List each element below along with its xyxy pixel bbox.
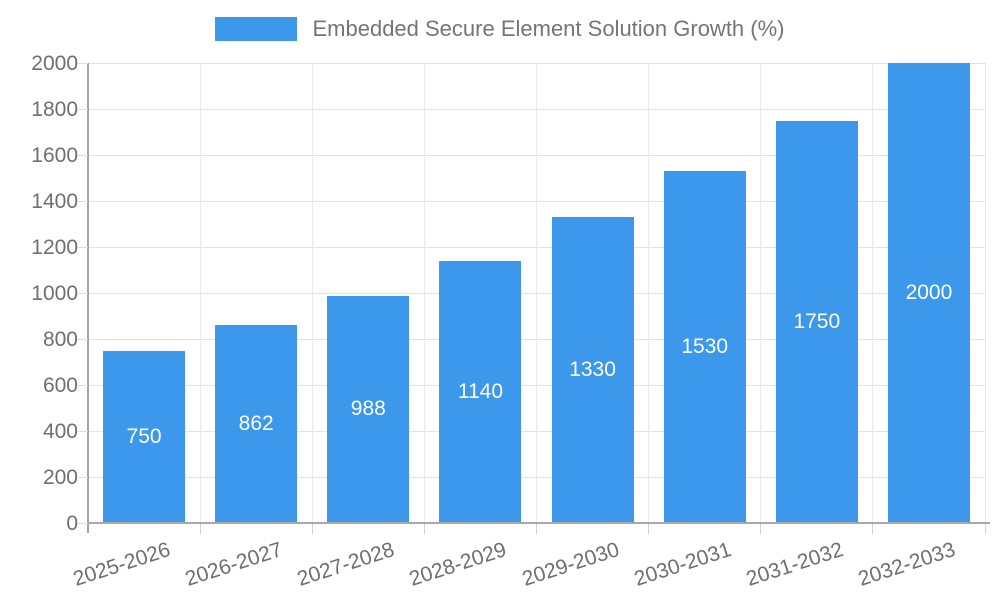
- bar-value-label: 1140: [457, 379, 504, 403]
- y-axis-tick-label: 1800: [31, 97, 78, 121]
- vertical-gridline: [872, 63, 874, 523]
- y-axis-tick-label: 1400: [31, 189, 78, 213]
- legend-item[interactable]: Embedded Secure Element Solution Growth …: [215, 16, 785, 42]
- y-tick-mark: [78, 62, 88, 64]
- x-axis-tick-label: 2025-2026: [70, 538, 174, 591]
- y-tick-mark: [78, 476, 88, 478]
- y-tick-mark: [78, 292, 88, 294]
- x-tick-mark: [199, 524, 201, 534]
- y-tick-mark: [78, 384, 88, 386]
- y-tick-mark: [78, 200, 88, 202]
- x-tick-mark: [536, 524, 537, 534]
- x-tick-mark: [760, 524, 762, 534]
- y-axis-line: [87, 63, 89, 533]
- y-tick-mark: [78, 522, 88, 524]
- bar-2030-2031: 1530: [663, 171, 746, 523]
- y-axis-tick-label: 400: [42, 419, 78, 443]
- bar-2031-2032: 1750: [775, 120, 858, 523]
- y-tick-mark: [78, 430, 88, 432]
- y-axis-tick-label: 2000: [31, 51, 78, 75]
- plot-area: 750 862 988 1140 1330 1530 1750 2000: [88, 62, 986, 523]
- x-axis-tick-label: 2026-2027: [182, 538, 286, 591]
- y-axis-tick-label: 1600: [31, 143, 78, 167]
- x-tick-mark: [984, 524, 986, 534]
- x-axis-tick-label: 2030-2031: [631, 538, 734, 591]
- bar-2027-2028: 988: [327, 295, 410, 523]
- x-axis-tick-label: 2029-2030: [519, 538, 622, 591]
- x-axis-tick-label: 2032-2033: [855, 538, 959, 591]
- legend-swatch: [215, 17, 298, 41]
- y-tick-mark: [78, 154, 88, 156]
- y-tick-mark: [78, 246, 88, 248]
- bar-value-label: 862: [238, 411, 274, 435]
- y-axis-tick-label: 200: [42, 465, 78, 489]
- bar-2025-2026: 750: [103, 350, 186, 523]
- vertical-gridline: [984, 63, 986, 523]
- bar-value-label: 988: [350, 397, 386, 421]
- y-tick-mark: [78, 338, 88, 340]
- vertical-gridline: [760, 63, 762, 523]
- x-tick-mark: [648, 524, 650, 534]
- vertical-gridline: [536, 63, 537, 523]
- bar-value-label: 750: [126, 424, 162, 448]
- y-axis-tick-label: 800: [42, 327, 78, 351]
- y-axis-tick-label: 600: [42, 373, 78, 397]
- bar-value-label: 2000: [905, 281, 953, 304]
- bar-value-label: 1330: [569, 358, 616, 382]
- vertical-gridline: [199, 63, 201, 523]
- y-axis-tick-label: 1000: [31, 281, 78, 305]
- x-axis-line: [88, 522, 990, 524]
- bar-2028-2029: 1140: [439, 260, 522, 523]
- vertical-gridline: [423, 63, 425, 523]
- legend-label: Embedded Secure Element Solution Growth …: [312, 16, 785, 41]
- bar-2029-2030: 1330: [551, 217, 634, 523]
- bar-value-label: 1530: [681, 335, 729, 359]
- x-axis-tick-label: 2031-2032: [743, 538, 846, 591]
- y-axis-tick-label: 0: [66, 511, 78, 535]
- bar-2032-2033: 2000: [887, 63, 970, 523]
- legend: Embedded Secure Element Solution Growth …: [0, 16, 1000, 42]
- vertical-gridline: [311, 63, 313, 523]
- bar-value-label: 1750: [793, 309, 841, 333]
- y-tick-mark: [78, 108, 88, 110]
- bar-2026-2027: 862: [215, 324, 298, 523]
- x-tick-mark: [311, 524, 313, 534]
- vertical-gridline: [648, 63, 650, 523]
- x-tick-mark: [423, 524, 425, 534]
- x-axis-tick-label: 2027-2028: [294, 538, 398, 591]
- y-axis-tick-label: 1200: [31, 235, 78, 259]
- x-axis-tick-label: 2028-2029: [406, 538, 510, 591]
- x-tick-mark: [872, 524, 874, 534]
